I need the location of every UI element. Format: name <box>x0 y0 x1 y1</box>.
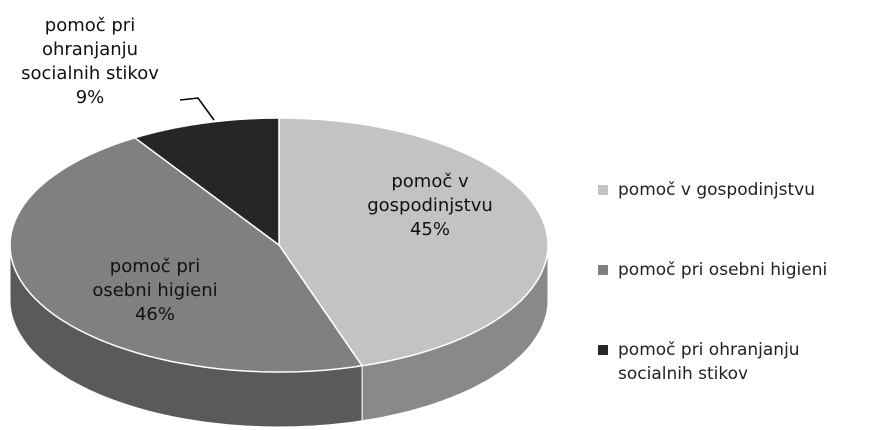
slice <box>133 117 280 247</box>
data-label: pomoč v gospodinjstvu 45% <box>355 170 505 242</box>
legend-label: pomoč v gospodinjstvu <box>618 180 815 200</box>
data-label-name: pomoč pri osebni higieni <box>92 256 218 301</box>
legend-swatch <box>598 185 608 195</box>
leader-line <box>179 97 215 121</box>
legend-label: pomoč pri ohranjanju socialnih stikov <box>618 340 800 384</box>
data-label: pomoč pri osebni higieni 46% <box>85 255 225 327</box>
data-label-value: 46% <box>134 304 175 325</box>
data-label: pomoč pri ohranjanju socialnih stikov 9% <box>5 14 175 110</box>
legend-item: pomoč pri ohranjanju socialnih stikov <box>598 338 868 386</box>
legend-swatch <box>598 345 608 355</box>
legend-swatch <box>598 265 608 275</box>
legend-label: pomoč pri osebni higieni <box>618 260 828 280</box>
data-label-value: 9% <box>75 87 105 108</box>
data-label-name: pomoč v gospodinjstvu <box>367 171 493 216</box>
data-label-value: 45% <box>409 219 450 240</box>
data-label-name: pomoč pri ohranjanju socialnih stikov <box>21 15 159 84</box>
legend-item: pomoč pri osebni higieni <box>598 258 868 282</box>
slice <box>278 117 549 367</box>
slice <box>9 136 364 373</box>
legend-item: pomoč v gospodinjstvu <box>598 178 868 202</box>
